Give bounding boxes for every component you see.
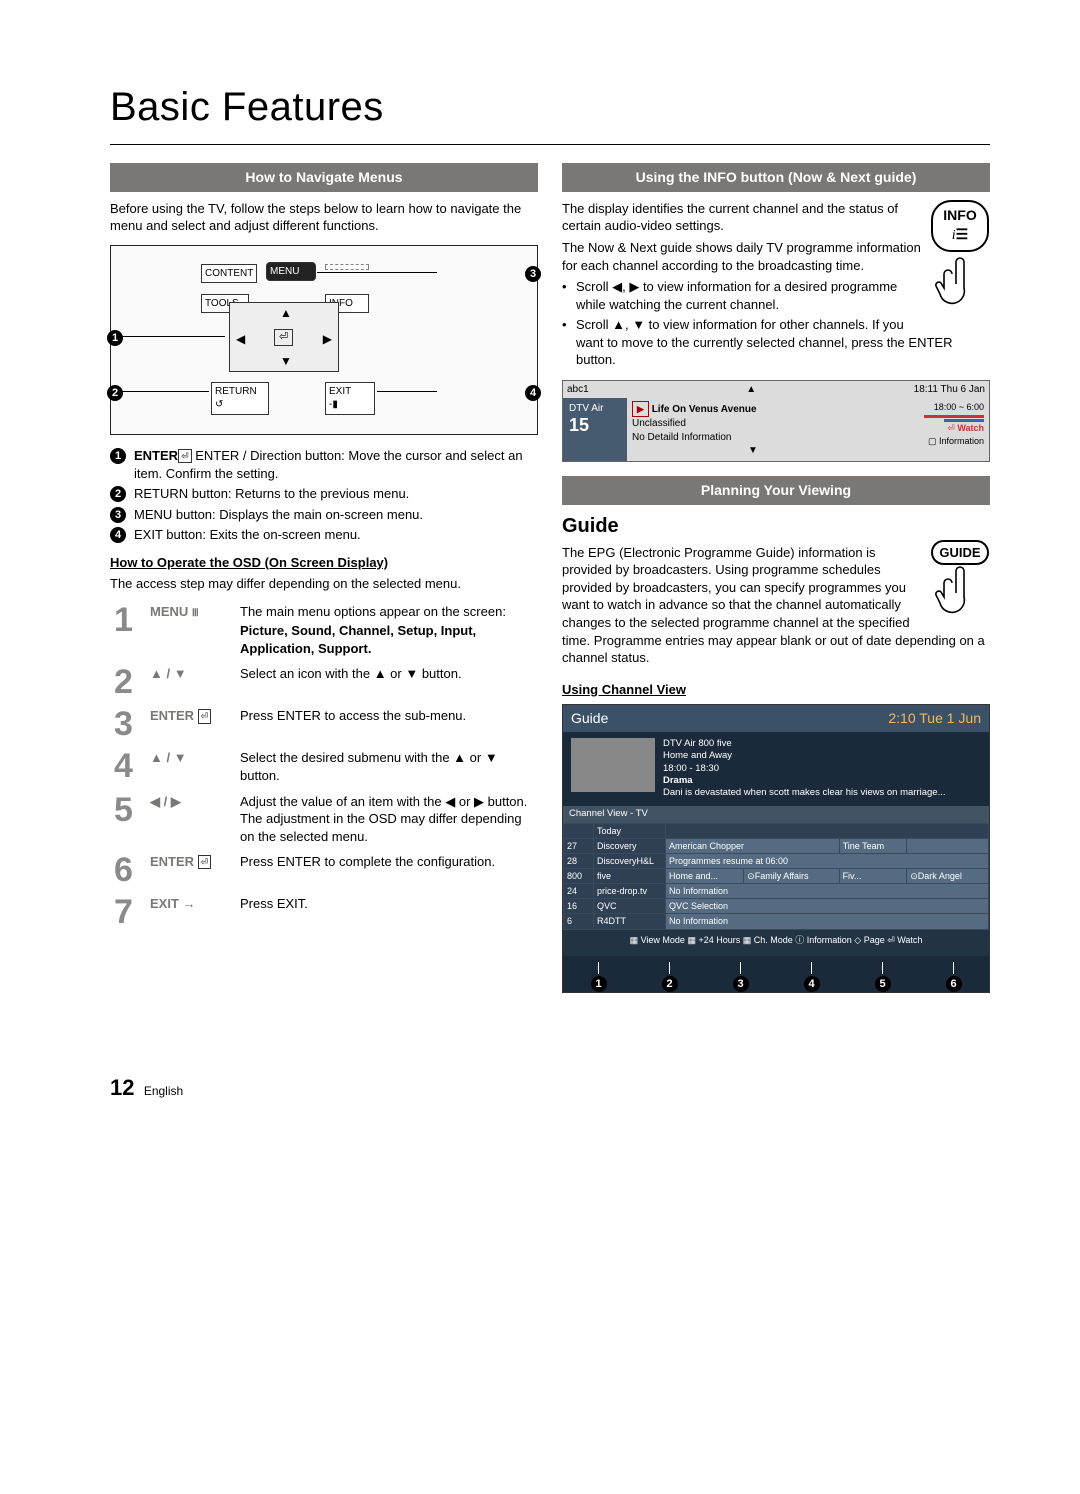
gs-prog [907,838,989,853]
gs-row-num: 16 [564,899,594,914]
gs-row-num: 24 [564,884,594,899]
gs-prog: Fiv... [839,869,907,884]
blank-button [325,264,369,270]
page-number: 12 [110,1075,134,1100]
nn-source: DTV Air [569,402,621,416]
gs-row-name: price-drop.tv [594,884,666,899]
guide-screenshot: Guide 2:10 Tue 1 Jun DTV Air 800 five Ho… [562,704,990,993]
page-language: English [144,1084,183,1098]
gs-footer: ▦ View Mode ▦ +24 Hours ▦ Ch. Mode ⓘ Inf… [563,930,989,956]
step-number: 3 [110,703,146,745]
step-number: 1 [110,599,146,662]
gs-top-genre: Drama [663,775,693,786]
step-key: ▲ / ▼ [146,661,236,703]
step-text: Adjust the value of an item with the ◀ o… [236,789,538,850]
gs-top-time: 18:00 - 18:30 [663,763,981,775]
nav-intro: Before using the TV, follow the steps be… [110,200,538,235]
nn-slot: 18:00 ~ 6:00 [884,401,984,413]
gs-row-name: Discovery [594,838,666,853]
gs-prog: American Chopper [666,838,840,853]
step-text: The main menu options appear on the scre… [236,599,538,662]
gs-prog: Tine Team [839,838,907,853]
gs-thumbnail [571,738,655,792]
info-oval: INFOi☰ [931,200,988,252]
guide-heading: Guide [562,513,990,540]
page-footer: 12 English [110,1073,990,1103]
step-text: Press ENTER to access the sub-menu. [236,703,538,745]
gs-prog: No Information [666,884,989,899]
osd-note: The access step may differ depending on … [110,575,538,593]
gs-title: Guide [571,709,608,728]
step-text: Select the desired submenu with the ▲ or… [236,745,538,788]
gs-tabs: Channel View - TV [563,806,989,823]
osd-heading: How to Operate the OSD (On Screen Displa… [110,554,538,572]
plan-section-header: Planning Your Viewing [562,476,990,505]
gs-prog: No Information [666,914,989,929]
gs-row-num: 800 [564,869,594,884]
info-bullet-1: Scroll ◀, ▶ to view information for a de… [576,278,990,313]
step-number: 6 [110,849,146,891]
gs-prog: Programmes resume at 06:00 [666,853,989,868]
content-button: CONTENT [201,264,257,284]
channel-view-heading: Using Channel View [562,681,990,699]
button-explain-list: 1ENTER⏎ ENTER / Direction button: Move t… [110,447,538,544]
page-title: Basic Features [110,80,990,145]
nn-time: 18:11 Thu 6 Jan [914,383,985,397]
gs-prog: ⊙Dark Angel [907,869,989,884]
step-key: ENTER ⏎ [146,703,236,745]
step-number: 4 [110,745,146,788]
step-text: Press ENTER to complete the configuratio… [236,849,538,891]
step-number: 5 [110,789,146,850]
right-column: Using the INFO button (Now & Next guide)… [562,163,990,993]
info-section-header: Using the INFO button (Now & Next guide) [562,163,990,192]
step-key: ▲ / ▼ [146,745,236,788]
return-button: RETURN↺ [211,382,269,415]
now-next-box: abc1 ▲ 18:11 Thu 6 Jan DTV Air 15 ▶ Life… [562,380,990,462]
gs-row-num: 6 [564,914,594,929]
gs-clock: 2:10 Tue 1 Jun [888,709,981,728]
gs-row-num: 28 [564,853,594,868]
gs-row-name: R4DTT [594,914,666,929]
menu-button: MENU [266,262,316,282]
btn-explain-1: ENTER⏎ ENTER / Direction button: Move th… [134,447,538,482]
osd-steps-table: 1MENU ⅢThe main menu options appear on t… [110,599,538,933]
gs-top-prog: Home and Away [663,750,981,762]
step-text: Select an icon with the ▲ or ▼ button. [236,661,538,703]
left-column: How to Navigate Menus Before using the T… [110,163,538,993]
gs-prog: ⊙Family Affairs [744,869,839,884]
gs-top-desc: Dani is devastated when scott makes clea… [663,787,981,799]
hand-icon-2 [930,561,990,631]
exit-button: EXIT-▮ [325,382,375,415]
btn-explain-3: MENU button: Displays the main on-screen… [134,506,423,524]
nn-detail: No Detaild Information [632,431,874,445]
nn-num: 15 [569,416,621,434]
info-p1: The display identifies the current chann… [562,200,990,235]
nn-class: Unclassified [632,417,874,431]
info-p2: The Now & Next guide shows daily TV prog… [562,239,990,274]
gs-row-name: DiscoveryH&L [594,853,666,868]
gs-prog: Home and... [666,869,744,884]
step-text: Press EXIT. [236,891,538,933]
guide-para: The EPG (Electronic Programme Guide) inf… [562,544,990,667]
remote-diagram: CONTENT MENU TOOLS INFO ▲ ◀ ▶ ▼ ⏎ RETURN… [110,245,538,435]
step-number: 7 [110,891,146,933]
gs-row-name: five [594,869,666,884]
gs-prog: QVC Selection [666,899,989,914]
guide-button-illustration: GUIDE [930,544,990,632]
btn-explain-4: EXIT button: Exits the on-screen menu. [134,526,361,544]
gs-top-ch: DTV Air 800 five [663,738,981,750]
enter-icon: ⏎ [274,329,293,346]
gs-row-name: QVC [594,899,666,914]
step-key: ENTER ⏎ [146,849,236,891]
step-key: ◀ / ▶ [146,789,236,850]
nav-section-header: How to Navigate Menus [110,163,538,192]
btn-explain-2: RETURN button: Returns to the previous m… [134,485,409,503]
nn-prog: Life On Venus Avenue [652,404,757,415]
step-key: EXIT → [146,891,236,933]
info-bullet-2: Scroll ▲, ▼ to view information for othe… [576,316,990,369]
gs-row-num: 27 [564,838,594,853]
nn-channel: abc1 [567,383,589,397]
step-number: 2 [110,661,146,703]
step-key: MENU Ⅲ [146,599,236,662]
